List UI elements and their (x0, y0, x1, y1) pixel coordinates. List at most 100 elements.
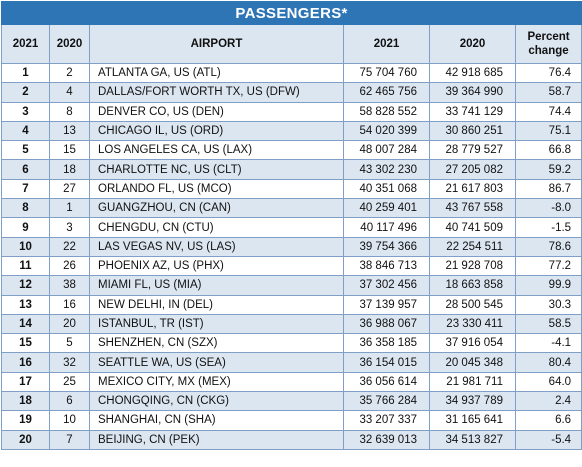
rank-2021-cell: 20 (1, 429, 50, 450)
rank-2020-cell: 3 (49, 217, 90, 238)
percent-change-cell: 30.3 (514, 294, 582, 315)
rank-2021-cell: 15 (1, 333, 50, 354)
table-row: 10 22 LAS VEGAS NV, US (LAS) 39 754 366 22 2… (1, 236, 582, 257)
rank-2021-cell: 8 (1, 198, 50, 219)
table-row: 3 8 DENVER CO, US (DEN) 58 828 552 33 741 12… (1, 101, 582, 122)
rank-2021-cell: 4 (1, 120, 50, 142)
passengers-2020-cell: 43 767 558 (429, 198, 516, 219)
passengers-2020-cell: 31 165 641 (429, 410, 516, 431)
rank-2020-cell: 18 (49, 159, 90, 180)
passengers-2021-cell: 39 754 366 (343, 236, 430, 257)
airport-cell: CHICAGO IL, US (ORD) (89, 120, 344, 142)
table-row: 13 16 NEW DELHI, IN (DEL) 37 139 957 28 500 … (1, 294, 582, 315)
table-row: 20 7 BEIJING, CN (PEK) 32 639 013 34 513 827… (1, 429, 582, 450)
percent-change-cell: 58.7 (514, 82, 582, 103)
table-row: 16 32 SEATTLE WA, US (SEA) 36 154 015 20 045… (1, 352, 582, 373)
table-row: 4 13 CHICAGO IL, US (ORD) 54 020 399 30 860 … (1, 120, 582, 142)
passengers-2021-cell: 40 259 401 (343, 198, 430, 219)
rank-2020-cell: 10 (49, 410, 90, 431)
passengers-2021-cell: 35 766 284 (343, 391, 430, 412)
table-row: 5 15 LOS ANGELES CA, US (LAX) 48 007 284 28 … (1, 140, 582, 161)
passengers-2020-cell: 34 937 789 (429, 391, 516, 412)
passengers-2021-cell: 36 988 067 (343, 313, 430, 335)
header-percent-change-label: Percent change (527, 31, 570, 57)
rank-2021-cell: 1 (1, 62, 50, 84)
passengers-2020-cell: 40 741 509 (429, 217, 516, 238)
rank-2021-cell: 13 (1, 294, 50, 315)
passengers-2021-cell: 36 358 185 (343, 333, 430, 354)
passengers-2021-cell: 38 846 713 (343, 255, 430, 277)
airport-cell: PHOENIX AZ, US (PHX) (89, 255, 344, 277)
airport-cell: GUANGZHOU, CN (CAN) (89, 198, 344, 219)
rank-2021-cell: 17 (1, 371, 50, 393)
airport-cell: MEXICO CITY, MX (MEX) (89, 371, 344, 393)
passengers-2021-cell: 33 207 337 (343, 410, 430, 431)
passengers-2021-cell: 43 302 230 (343, 159, 430, 180)
rank-2020-cell: 32 (49, 352, 90, 373)
rank-2020-cell: 15 (49, 140, 90, 161)
percent-change-cell: 75.1 (514, 120, 582, 142)
header-percent-change: Percent change (514, 24, 582, 64)
passengers-2021-cell: 54 020 399 (343, 120, 430, 142)
table-row: 2 4 DALLAS/FORT WORTH TX, US (DFW) 62 465 7… (1, 82, 582, 103)
airport-cell: SHENZHEN, CN (SZX) (89, 333, 344, 354)
header-passengers-2020: 2020 (429, 24, 516, 64)
table-row: 6 18 CHARLOTTE NC, US (CLT) 43 302 230 27 20… (1, 159, 582, 180)
passengers-2020-cell: 21 928 708 (429, 255, 516, 277)
table-row: 14 20 ISTANBUL, TR (IST) 36 988 067 23 330 4… (1, 313, 582, 335)
airport-cell: CHARLOTTE NC, US (CLT) (89, 159, 344, 180)
passengers-table: PASSENGERS* 2021 2020 AIRPORT 2021 2020 … (0, 1, 582, 450)
table-row: 9 3 CHENGDU, CN (CTU) 40 117 496 40 741 509-… (1, 217, 582, 238)
passengers-2020-cell: 22 254 511 (429, 236, 516, 257)
passengers-2021-cell: 40 351 068 (343, 178, 430, 200)
table-row: 15 5 SHENZHEN, CN (SZX) 36 358 185 37 916 05… (1, 333, 582, 354)
header-rank-2020: 2020 (49, 24, 90, 64)
airport-cell: ISTANBUL, TR (IST) (89, 313, 344, 335)
table-title: PASSENGERS* (0, 1, 582, 25)
percent-change-cell: 66.8 (514, 140, 582, 161)
passengers-2020-cell: 34 513 827 (429, 429, 516, 450)
rank-2020-cell: 25 (49, 371, 90, 393)
passengers-2020-cell: 27 205 082 (429, 159, 516, 180)
passengers-2021-cell: 37 139 957 (343, 294, 430, 315)
passengers-2020-cell: 21 981 711 (429, 371, 516, 393)
airport-cell: ATLANTA GA, US (ATL) (89, 62, 344, 84)
passengers-2021-cell: 58 828 552 (343, 101, 430, 122)
passengers-2021-cell: 32 639 013 (343, 429, 430, 450)
rank-2020-cell: 27 (49, 178, 90, 200)
rank-2021-cell: 5 (1, 140, 50, 161)
rank-2020-cell: 26 (49, 255, 90, 277)
rank-2020-cell: 16 (49, 294, 90, 315)
rank-2021-cell: 14 (1, 313, 50, 335)
percent-change-cell: -8.0 (514, 198, 582, 219)
rank-2021-cell: 10 (1, 236, 50, 257)
table-row: 18 6 CHONGQING, CN (CKG) 35 766 284 34 937 7… (1, 391, 582, 412)
rank-2021-cell: 3 (1, 101, 50, 122)
airport-cell: CHONGQING, CN (CKG) (89, 391, 344, 412)
rank-2020-cell: 22 (49, 236, 90, 257)
rank-2021-cell: 12 (1, 275, 50, 296)
passengers-2020-cell: 18 663 858 (429, 275, 516, 296)
percent-change-cell: 86.7 (514, 178, 582, 200)
rank-2021-cell: 7 (1, 178, 50, 200)
rank-2020-cell: 6 (49, 391, 90, 412)
passengers-2021-cell: 36 154 015 (343, 352, 430, 373)
table-row: 7 27 ORLANDO FL, US (MCO) 40 351 068 21 617 … (1, 178, 582, 200)
rank-2020-cell: 1 (49, 198, 90, 219)
percent-change-cell: -1.5 (514, 217, 582, 238)
percent-change-cell: 2.4 (514, 391, 582, 412)
airport-cell: DENVER CO, US (DEN) (89, 101, 344, 122)
rank-2021-cell: 11 (1, 255, 50, 277)
passengers-2020-cell: 21 617 803 (429, 178, 516, 200)
passengers-2020-cell: 39 364 990 (429, 82, 516, 103)
airport-cell: SEATTLE WA, US (SEA) (89, 352, 344, 373)
passengers-2020-cell: 28 500 545 (429, 294, 516, 315)
rank-2020-cell: 4 (49, 82, 90, 103)
column-header-row: 2021 2020 AIRPORT 2021 2020 Percent chan… (1, 24, 582, 64)
rank-2020-cell: 38 (49, 275, 90, 296)
passengers-2021-cell: 75 704 760 (343, 62, 430, 84)
rank-2020-cell: 7 (49, 429, 90, 450)
passengers-2021-cell: 48 007 284 (343, 140, 430, 161)
percent-change-cell: 80.4 (514, 352, 582, 373)
percent-change-cell: 59.2 (514, 159, 582, 180)
